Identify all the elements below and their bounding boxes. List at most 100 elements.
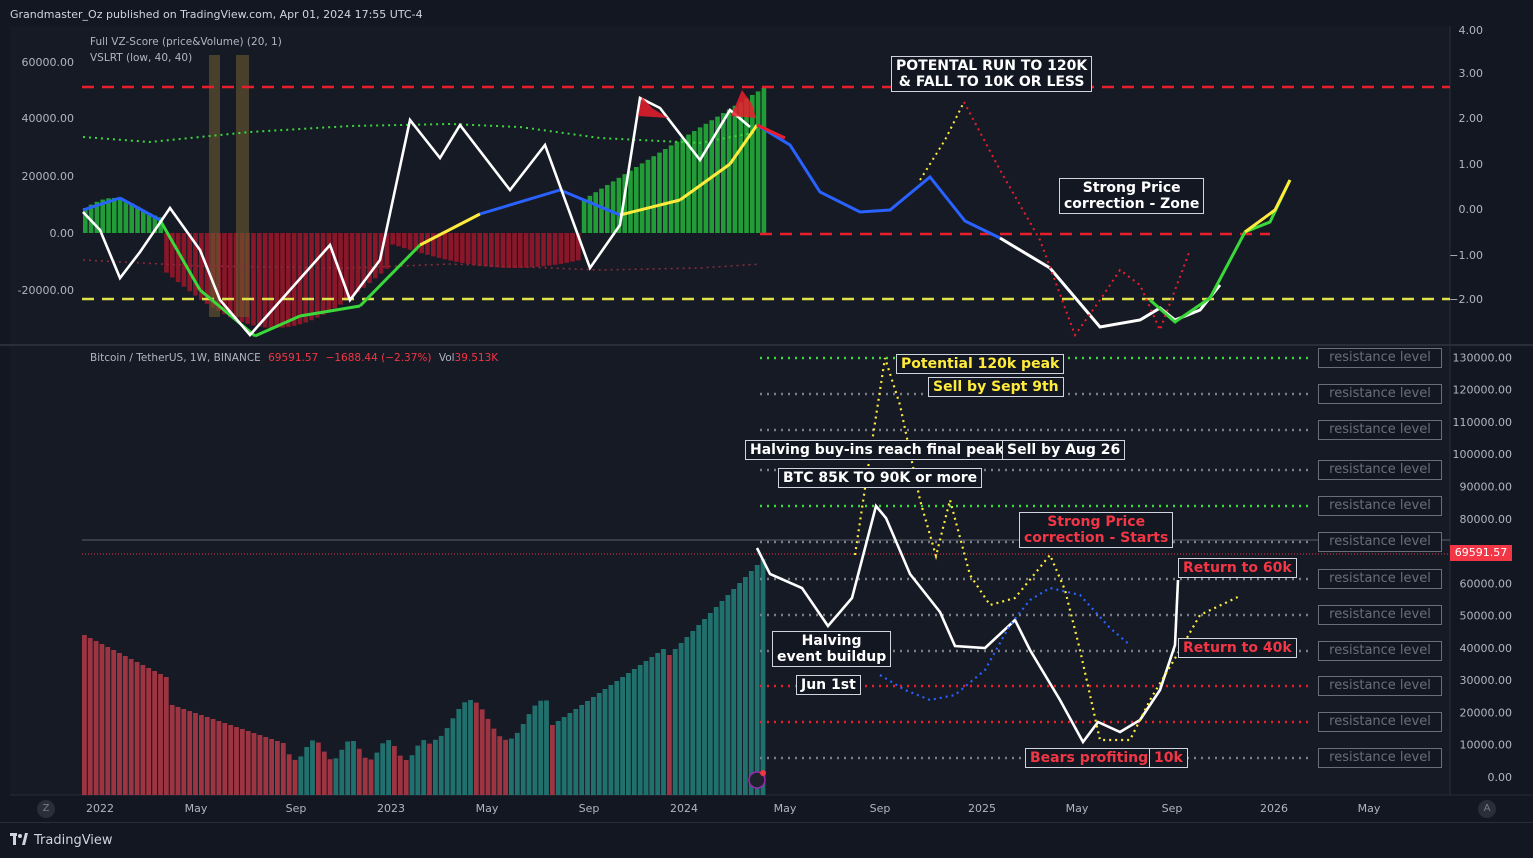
vz-histogram-bar: [755, 91, 761, 234]
volume-bar: [122, 656, 128, 795]
time-tick-label: 2026: [1260, 802, 1288, 815]
vz-histogram-bar: [135, 206, 140, 233]
volume-bar: [684, 637, 690, 795]
volume-bar: [748, 571, 754, 795]
volume-bar: [280, 743, 286, 795]
price-tick-label: 20000.00: [1460, 706, 1513, 719]
left-tick-label: 0.00: [50, 227, 75, 240]
vz-projection-white: [999, 236, 1222, 329]
vz-projection-yellow: [1244, 179, 1292, 234]
alert-dot-icon: [760, 770, 766, 776]
vslrt-line-segment: [358, 243, 422, 308]
vz-histogram-bar: [506, 233, 511, 268]
last-price-tag: 69591.57: [1450, 545, 1512, 561]
indicator-legend-vz[interactable]: Full VZ-Score (price&Volume) (20, 1): [90, 36, 282, 48]
vz-histogram-bar: [280, 233, 285, 328]
symbol-legend[interactable]: Bitcoin / TetherUS, 1W, BINANCE 69591.57…: [90, 352, 498, 364]
vz-histogram-bar: [199, 233, 204, 300]
vslrt-line-segment: [559, 188, 621, 217]
price-tick-label: 10000.00: [1460, 739, 1513, 752]
tradingview-logo-icon: [10, 833, 28, 845]
volume-bar: [737, 583, 742, 795]
vz-histogram-bar: [697, 127, 703, 233]
vz-histogram-bar: [344, 233, 349, 301]
vslrt-line-segment: [479, 188, 561, 216]
publisher-header: Grandmaster_Oz published on TradingView.…: [0, 0, 1533, 26]
volume-bar: [503, 739, 508, 795]
time-tick-label: May: [1358, 802, 1381, 815]
vz-histogram-bar: [680, 138, 685, 233]
price-tick-label: 130000.00: [1453, 351, 1513, 364]
vz-histogram-bar: [634, 167, 639, 233]
vz-histogram-bar: [703, 123, 709, 233]
volume-bar: [690, 631, 696, 795]
volume-label: Vol: [438, 352, 455, 364]
volume-bar: [134, 662, 140, 795]
vslrt-line-segment: [299, 304, 361, 318]
price-tick-label: 110000.00: [1453, 416, 1513, 429]
vz-histogram-bar: [286, 233, 291, 327]
vz-histogram-bar: [674, 141, 680, 233]
resistance-label: resistance level: [1318, 348, 1442, 368]
chart-svg[interactable]: 60000.00 40000.00 20000.00 0.00 -20000.00 4.0…: [0, 0, 1533, 822]
price-tick-label: 80000.00: [1460, 513, 1513, 526]
annotation-bears-profiting: Bears profiting: [1025, 748, 1154, 768]
indicator-legend-vslrt[interactable]: VSLRT (low, 40, 40): [90, 52, 193, 64]
vz-histogram-bar: [442, 233, 448, 260]
resistance-label: resistance level: [1318, 605, 1442, 625]
volume-bar: [93, 641, 99, 795]
time-tick-label: Sep: [286, 802, 307, 815]
volume-bar: [392, 746, 397, 795]
volume-bar: [678, 643, 684, 795]
symbol-change: −1688.44 (−2.37%): [325, 352, 432, 364]
time-tick-label: 2023: [377, 802, 405, 815]
highlight-column: [236, 55, 249, 317]
volume-bar: [585, 701, 590, 795]
flash-icon: [748, 771, 766, 789]
price-tick-label: 0.00: [1488, 771, 1513, 784]
symbol-name: Bitcoin / TetherUS, 1W, BINANCE: [90, 352, 261, 364]
volume-bar: [316, 742, 321, 795]
projection-dotted-red: [963, 101, 1191, 338]
price-projection-line: [755, 503, 1180, 745]
volume-bar: [538, 700, 544, 795]
time-tick-label: 2024: [670, 802, 698, 815]
volume-bar: [602, 689, 608, 795]
vz-histogram-bar: [616, 177, 622, 233]
volume-bar: [222, 723, 228, 795]
time-tick-label: 2022: [86, 802, 114, 815]
volume-bar: [239, 729, 245, 795]
vz-histogram-bar: [355, 233, 361, 293]
vz-histogram-bar: [164, 233, 169, 273]
vz-histogram-bar: [396, 233, 401, 247]
price-projection-yellow: [853, 357, 1241, 742]
annotation-10k: 10k: [1149, 748, 1188, 768]
volume-bar: [199, 715, 204, 795]
auto-scale-button[interactable]: A: [1478, 800, 1496, 818]
lower-band-line: [82, 259, 761, 271]
volume-bar: [163, 677, 169, 795]
volume-bar: [631, 669, 637, 795]
footer-brand: TradingView: [34, 833, 113, 848]
vz-histogram-bar: [628, 170, 633, 233]
volume-bar: [368, 759, 374, 795]
right-tick-label: −1.00: [1449, 249, 1483, 262]
vz-peak-fill: [731, 90, 756, 118]
vz-histogram-bar: [268, 233, 274, 328]
vz-histogram-bar: [257, 233, 262, 327]
right-tick-label: 2.00: [1459, 112, 1484, 125]
goto-button-left[interactable]: Z: [37, 800, 55, 818]
volume-bar: [462, 702, 468, 795]
volume-bar: [263, 737, 269, 795]
time-tick-label: Sep: [870, 802, 891, 815]
right-tick-label: 3.00: [1459, 67, 1484, 80]
volume-bar: [561, 717, 567, 795]
volume-bar: [386, 740, 391, 795]
vslrt-line-segment: [254, 314, 301, 338]
volume-bar: [555, 721, 561, 795]
volume-bar: [351, 741, 356, 795]
volume-bar: [614, 681, 620, 795]
vz-histogram-bar: [593, 192, 598, 233]
volume-bar: [175, 707, 181, 795]
volume-bar: [655, 653, 661, 795]
